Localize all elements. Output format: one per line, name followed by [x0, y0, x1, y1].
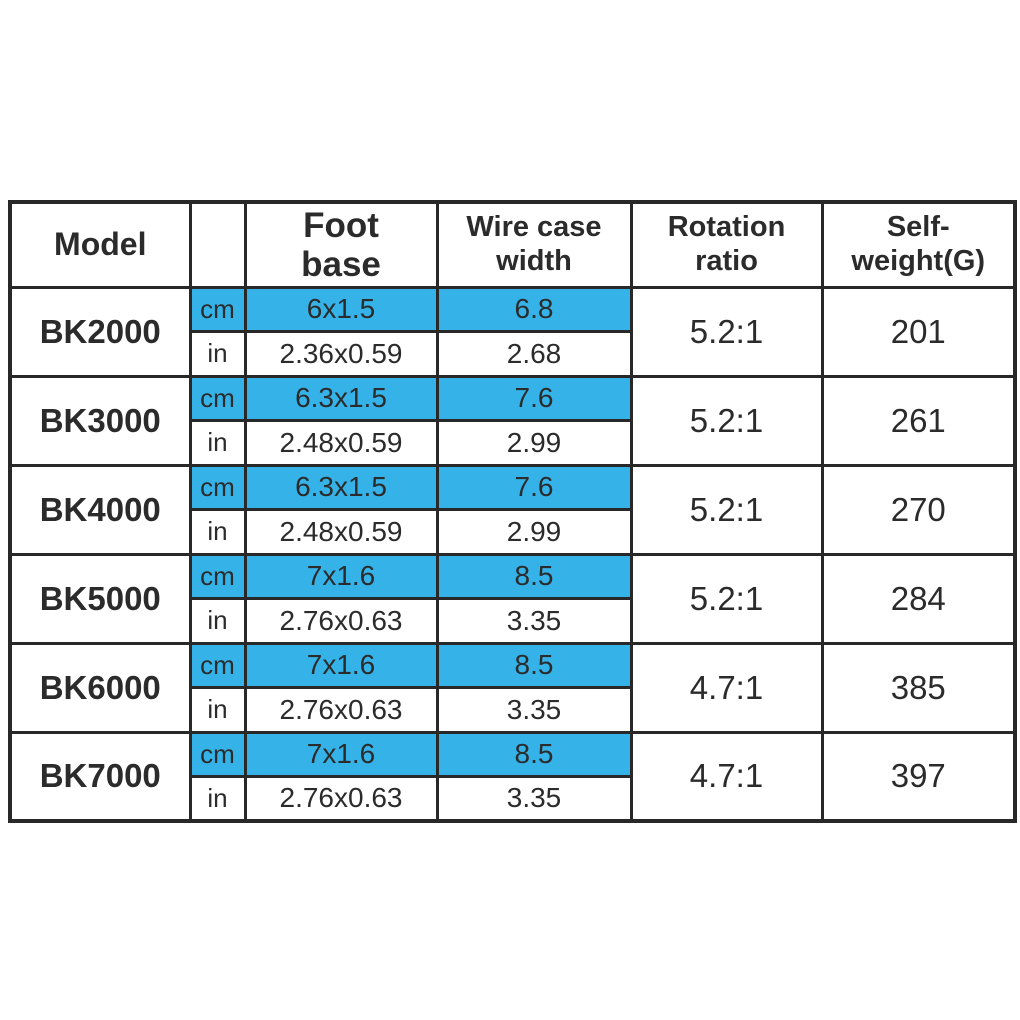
self-weight-cell: 385 [820, 641, 1017, 734]
rotation-ratio-cell: 5.2:1 [629, 552, 824, 645]
unit-cm-cell: cm [188, 552, 247, 600]
header-foot-base: Foot base [243, 200, 439, 289]
unit-cm-cell: cm [188, 285, 247, 333]
foot-base-in-cell: 2.36x0.59 [243, 329, 439, 378]
wire-case-width-in-cell: 2.68 [435, 329, 633, 378]
spec-table: Model Foot base Wire case width Rotation… [8, 200, 1017, 823]
table-row-in: in 2.48x0.59 2.99 [10, 507, 1015, 556]
table-row-in: in 2.76x0.63 3.35 [10, 596, 1015, 645]
model-cell: BK3000 [8, 374, 192, 467]
foot-base-cm-cell: 7x1.6 [243, 552, 439, 600]
header-model: Model [8, 200, 192, 289]
model-cell: BK2000 [8, 285, 192, 378]
table-row-in: in 2.76x0.63 3.35 [10, 685, 1015, 734]
rotation-ratio-cell: 4.7:1 [629, 730, 824, 823]
self-weight-cell: 261 [820, 374, 1017, 467]
model-cell: BK7000 [8, 730, 192, 823]
table-row-cm: BK7000 cm 7x1.6 8.5 4.7:1 397 [8, 730, 1017, 823]
wire-case-width-cm-cell: 7.6 [435, 463, 633, 511]
unit-in-cell: in [188, 596, 247, 645]
rotation-ratio-cell: 4.7:1 [629, 641, 824, 734]
table-row-cm: BK6000 cm 7x1.6 8.5 4.7:1 385 [8, 641, 1017, 734]
wire-case-width-in-cell: 3.35 [435, 774, 633, 823]
spec-table-body: BK2000 cm 6x1.5 6.8 5.2:1 201 in 2.36x0.59 2.68 B… [8, 285, 1017, 823]
wire-case-width-cm-cell: 8.5 [435, 641, 633, 689]
table-row-in: in 2.76x0.63 3.35 [10, 774, 1015, 823]
wire-case-width-in-cell: 3.35 [435, 596, 633, 645]
table-row-cm: BK3000 cm 6.3x1.5 7.6 5.2:1 261 [8, 374, 1017, 467]
table-row-in: in 2.36x0.59 2.68 [10, 329, 1015, 378]
unit-in-cell: in [188, 774, 247, 823]
header-self-weight: Self- weight(G) [820, 200, 1017, 289]
wire-case-width-cm-cell: 7.6 [435, 374, 633, 422]
unit-in-cell: in [188, 418, 247, 467]
header-row: Model Foot base Wire case width Rotation… [8, 200, 1017, 289]
wire-case-width-cm-cell: 8.5 [435, 552, 633, 600]
self-weight-cell: 201 [820, 285, 1017, 378]
header-wire-case-width: Wire case width [435, 200, 633, 289]
foot-base-cm-cell: 7x1.6 [243, 641, 439, 689]
self-weight-cell: 397 [820, 730, 1017, 823]
self-weight-cell: 284 [820, 552, 1017, 645]
header-rotation-ratio: Rotation ratio [629, 200, 824, 289]
model-cell: BK6000 [8, 641, 192, 734]
foot-base-in-cell: 2.76x0.63 [243, 774, 439, 823]
rotation-ratio-cell: 5.2:1 [629, 463, 824, 556]
foot-base-cm-cell: 6.3x1.5 [243, 463, 439, 511]
table-row-cm: BK4000 cm 6.3x1.5 7.6 5.2:1 270 [8, 463, 1017, 556]
foot-base-cm-cell: 7x1.6 [243, 730, 439, 778]
wire-case-width-in-cell: 3.35 [435, 685, 633, 734]
foot-base-cm-cell: 6.3x1.5 [243, 374, 439, 422]
unit-in-cell: in [188, 507, 247, 556]
unit-cm-cell: cm [188, 374, 247, 422]
wire-case-width-cm-cell: 8.5 [435, 730, 633, 778]
spec-table-header: Model Foot base Wire case width Rotation… [8, 200, 1017, 289]
table-row-cm: BK5000 cm 7x1.6 8.5 5.2:1 284 [8, 552, 1017, 645]
rotation-ratio-cell: 5.2:1 [629, 285, 824, 378]
self-weight-cell: 270 [820, 463, 1017, 556]
rotation-ratio-cell: 5.2:1 [629, 374, 824, 467]
foot-base-in-cell: 2.76x0.63 [243, 596, 439, 645]
foot-base-in-cell: 2.48x0.59 [243, 418, 439, 467]
wire-case-width-in-cell: 2.99 [435, 418, 633, 467]
unit-cm-cell: cm [188, 730, 247, 778]
model-cell: BK4000 [8, 463, 192, 556]
table-row-cm: BK2000 cm 6x1.5 6.8 5.2:1 201 [8, 285, 1017, 378]
foot-base-cm-cell: 6x1.5 [243, 285, 439, 333]
model-cell: BK5000 [8, 552, 192, 645]
unit-in-cell: in [188, 329, 247, 378]
unit-in-cell: in [188, 685, 247, 734]
foot-base-in-cell: 2.76x0.63 [243, 685, 439, 734]
wire-case-width-in-cell: 2.99 [435, 507, 633, 556]
foot-base-in-cell: 2.48x0.59 [243, 507, 439, 556]
table-row-in: in 2.48x0.59 2.99 [10, 418, 1015, 467]
unit-cm-cell: cm [188, 641, 247, 689]
wire-case-width-cm-cell: 6.8 [435, 285, 633, 333]
unit-cm-cell: cm [188, 463, 247, 511]
header-unit-blank [188, 200, 247, 289]
